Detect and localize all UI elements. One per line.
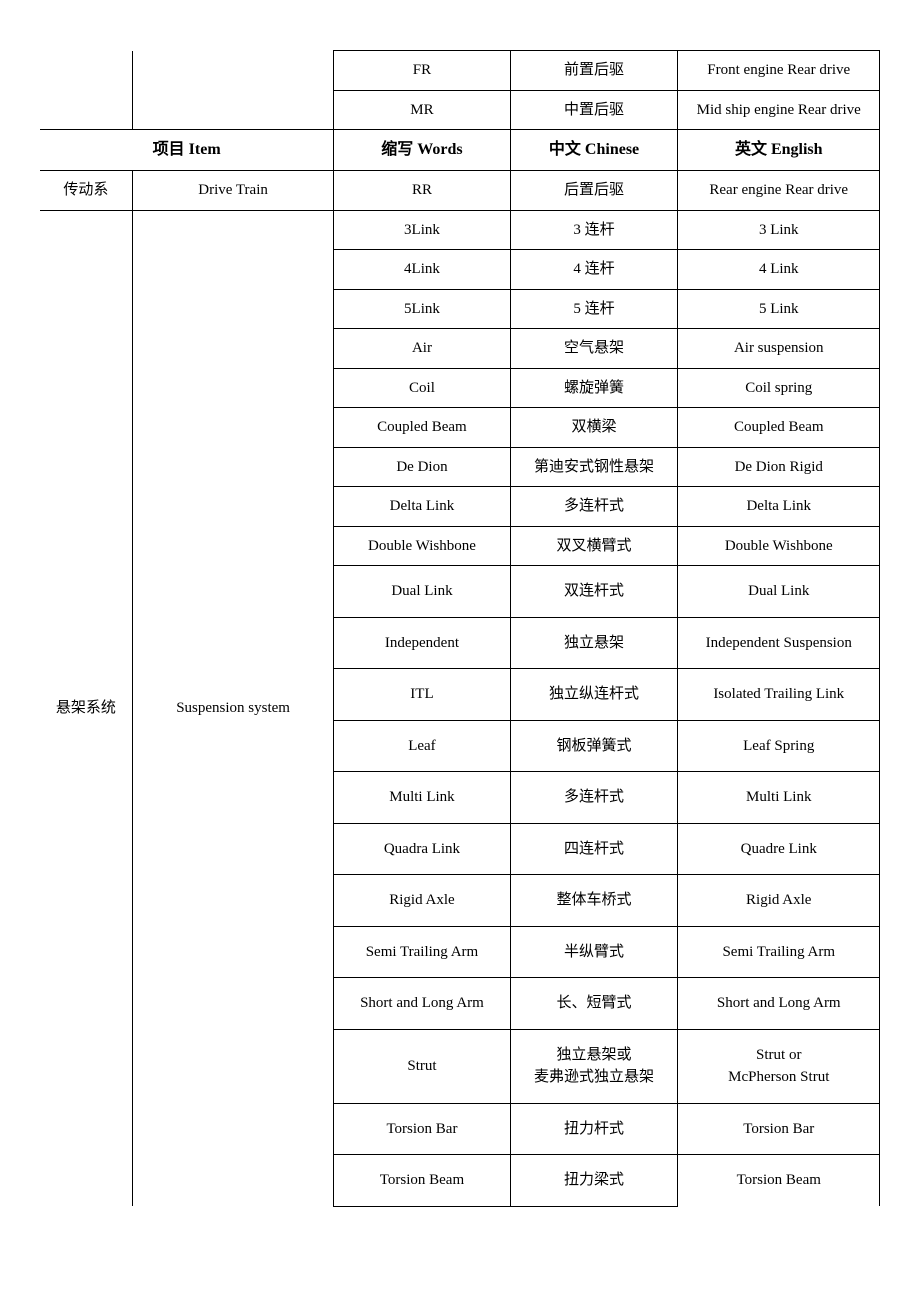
chinese-cell: 4 连杆 — [510, 250, 678, 290]
words-cell: Coupled Beam — [334, 408, 510, 448]
words-cell: 4Link — [334, 250, 510, 290]
chinese-cell: 扭力梁式 — [510, 1155, 678, 1207]
chinese-cell: 独立悬架 — [510, 617, 678, 669]
words-cell: Semi Trailing Arm — [334, 926, 510, 978]
english-cell: Short and Long Arm — [678, 978, 880, 1030]
words-cell: Rigid Axle — [334, 875, 510, 927]
chinese-cell: 半纵臂式 — [510, 926, 678, 978]
category-zh: 悬架系统 — [40, 210, 132, 1206]
words-cell: Coil — [334, 368, 510, 408]
words-cell: MR — [334, 90, 510, 130]
english-cell: Multi Link — [678, 772, 880, 824]
words-cell: 5Link — [334, 289, 510, 329]
chinese-cell: 前置后驱 — [510, 51, 678, 91]
english-cell: Semi Trailing Arm — [678, 926, 880, 978]
chinese-cell: 长、短臂式 — [510, 978, 678, 1030]
chinese-cell: 双叉横臂式 — [510, 526, 678, 566]
header-item: 项目 Item — [40, 130, 334, 171]
english-cell: Strut orMcPherson Strut — [678, 1029, 880, 1103]
header-words: 缩写 Words — [334, 130, 510, 171]
chinese-cell: 多连杆式 — [510, 487, 678, 527]
words-cell: Quadra Link — [334, 823, 510, 875]
english-cell: Coupled Beam — [678, 408, 880, 448]
chinese-cell: 独立悬架或麦弗逊式独立悬架 — [510, 1029, 678, 1103]
words-cell: Leaf — [334, 720, 510, 772]
words-cell: Multi Link — [334, 772, 510, 824]
category-en: Suspension system — [132, 210, 333, 1206]
words-cell: Strut — [334, 1029, 510, 1103]
words-cell: 3Link — [334, 210, 510, 250]
header-chinese: 中文 Chinese — [510, 130, 678, 171]
words-cell: Torsion Bar — [334, 1103, 510, 1155]
english-cell: 4 Link — [678, 250, 880, 290]
words-cell: Air — [334, 329, 510, 369]
header-english: 英文 English — [678, 130, 880, 171]
words-cell: Torsion Beam — [334, 1155, 510, 1207]
words-cell: Dual Link — [334, 566, 510, 618]
english-cell: Torsion Beam — [678, 1155, 880, 1207]
english-cell: Delta Link — [678, 487, 880, 527]
chinese-cell: 3 连杆 — [510, 210, 678, 250]
chinese-cell: 四连杆式 — [510, 823, 678, 875]
english-cell: Isolated Trailing Link — [678, 669, 880, 721]
empty-cell — [40, 90, 132, 130]
english-cell: Coil spring — [678, 368, 880, 408]
english-cell: Dual Link — [678, 566, 880, 618]
words-cell: RR — [334, 171, 510, 211]
english-cell: Air suspension — [678, 329, 880, 369]
chinese-cell: 5 连杆 — [510, 289, 678, 329]
english-cell: 5 Link — [678, 289, 880, 329]
words-cell: Delta Link — [334, 487, 510, 527]
terminology-table: FR前置后驱Front engine Rear drive MR中置后驱Mid s… — [40, 50, 880, 1207]
words-cell: De Dion — [334, 447, 510, 487]
empty-cell — [132, 90, 333, 130]
chinese-cell: 第迪安式钢性悬架 — [510, 447, 678, 487]
empty-cell — [132, 51, 333, 91]
chinese-cell: 多连杆式 — [510, 772, 678, 824]
chinese-cell: 整体车桥式 — [510, 875, 678, 927]
chinese-cell: 中置后驱 — [510, 90, 678, 130]
chinese-cell: 空气悬架 — [510, 329, 678, 369]
english-cell: 3 Link — [678, 210, 880, 250]
english-cell: Mid ship engine Rear drive — [678, 90, 880, 130]
chinese-cell: 双横梁 — [510, 408, 678, 448]
chinese-cell: 扭力杆式 — [510, 1103, 678, 1155]
english-cell: Front engine Rear drive — [678, 51, 880, 91]
words-cell: Independent — [334, 617, 510, 669]
chinese-cell: 双连杆式 — [510, 566, 678, 618]
words-cell: ITL — [334, 669, 510, 721]
english-cell: Double Wishbone — [678, 526, 880, 566]
words-cell: Short and Long Arm — [334, 978, 510, 1030]
empty-cell — [40, 51, 132, 91]
chinese-cell: 后置后驱 — [510, 171, 678, 211]
english-cell: Leaf Spring — [678, 720, 880, 772]
english-cell: Rear engine Rear drive — [678, 171, 880, 211]
category-en: Drive Train — [132, 171, 333, 211]
words-cell: FR — [334, 51, 510, 91]
english-cell: De Dion Rigid — [678, 447, 880, 487]
english-cell: Torsion Bar — [678, 1103, 880, 1155]
english-cell: Quadre Link — [678, 823, 880, 875]
english-cell: Rigid Axle — [678, 875, 880, 927]
chinese-cell: 独立纵连杆式 — [510, 669, 678, 721]
english-cell: Independent Suspension — [678, 617, 880, 669]
words-cell: Double Wishbone — [334, 526, 510, 566]
chinese-cell: 钢板弹簧式 — [510, 720, 678, 772]
chinese-cell: 螺旋弹簧 — [510, 368, 678, 408]
category-zh: 传动系 — [40, 171, 132, 211]
